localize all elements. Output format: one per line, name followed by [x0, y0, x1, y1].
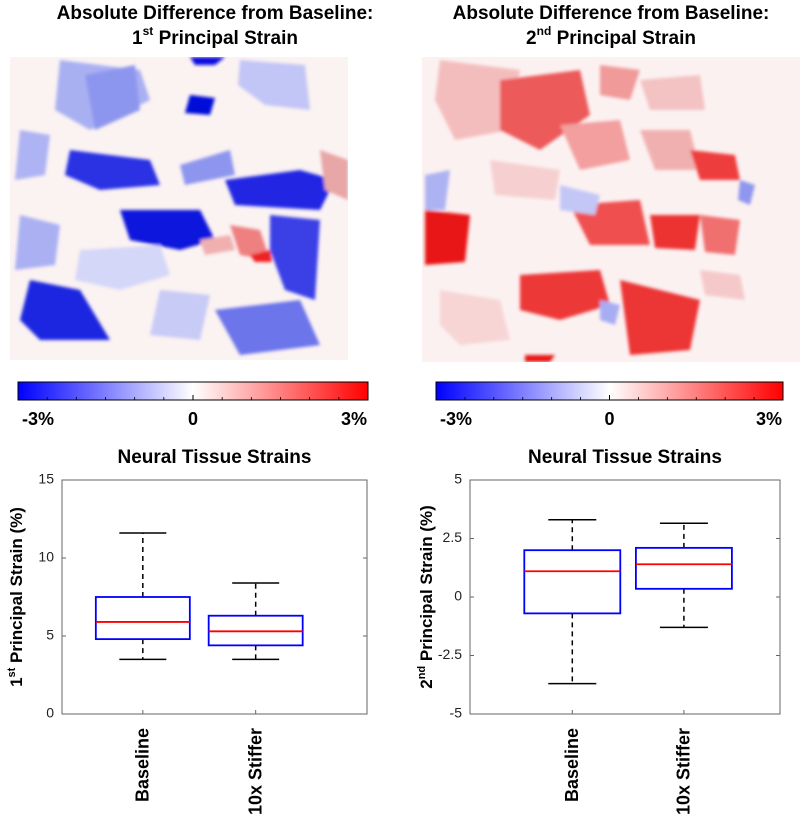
panel-title: Absolute Difference from Baseline:: [453, 3, 770, 24]
panel-title: Absolute Difference from Baseline:: [57, 3, 374, 24]
strain-map-1: [10, 57, 348, 360]
text-part: st: [6, 667, 18, 677]
y-axis-label: 2nd Principal Strain (%): [416, 505, 437, 689]
x-tick-label: 10x Stiffer: [674, 728, 694, 815]
colorbar-tick-label: 3%: [341, 409, 367, 429]
text-part: Principal Strain (%): [417, 505, 436, 666]
y-tick-label: 5: [454, 471, 462, 487]
y-tick-label: 2.5: [443, 529, 463, 545]
strain-map-2: [422, 57, 800, 362]
text-part: nd: [416, 666, 428, 679]
colorbar-tick-label: -3%: [440, 409, 472, 429]
text-part: 1: [132, 28, 143, 49]
y-tick-label: -5: [450, 705, 463, 721]
text-part: Principal Strain: [551, 28, 696, 49]
text-part: 2: [417, 679, 436, 688]
panel-title: 1st Principal Strain: [132, 24, 298, 49]
text-part: st: [143, 24, 154, 38]
y-tick-label: 15: [38, 471, 54, 487]
x-tick-label: 10x Stiffer: [245, 728, 265, 815]
colorbar-tick-label: 3%: [756, 409, 782, 429]
y-tick-label: 0: [454, 588, 462, 604]
x-tick-label: Baseline: [133, 728, 153, 802]
text-part: Principal Strain (%): [7, 507, 26, 668]
box: [523, 549, 622, 615]
y-tick-label: 0: [46, 705, 54, 721]
panel-title: 2nd Principal Strain: [526, 24, 696, 49]
colorbar-tick-label: 0: [604, 409, 614, 429]
y-axis-label: 1st Principal Strain (%): [6, 507, 27, 687]
colorbar-tick-label: -3%: [22, 409, 54, 429]
x-tick-label: Baseline: [562, 728, 582, 802]
colorbar-tick-label: 0: [188, 409, 198, 429]
y-tick-label: 5: [46, 627, 54, 643]
box: [635, 546, 733, 590]
text-part: 2: [526, 28, 537, 49]
y-tick-label: 10: [38, 549, 54, 565]
chart-title: Neural Tissue Strains: [118, 447, 312, 468]
text-part: 1: [7, 677, 26, 686]
text-part: Principal Strain: [153, 28, 298, 49]
y-tick-label: -2.5: [438, 646, 462, 662]
text-part: nd: [537, 24, 552, 38]
box: [94, 596, 191, 641]
plot-frame: [61, 479, 368, 715]
chart-title: Neural Tissue Strains: [528, 447, 722, 468]
plot-frame: [469, 479, 781, 715]
